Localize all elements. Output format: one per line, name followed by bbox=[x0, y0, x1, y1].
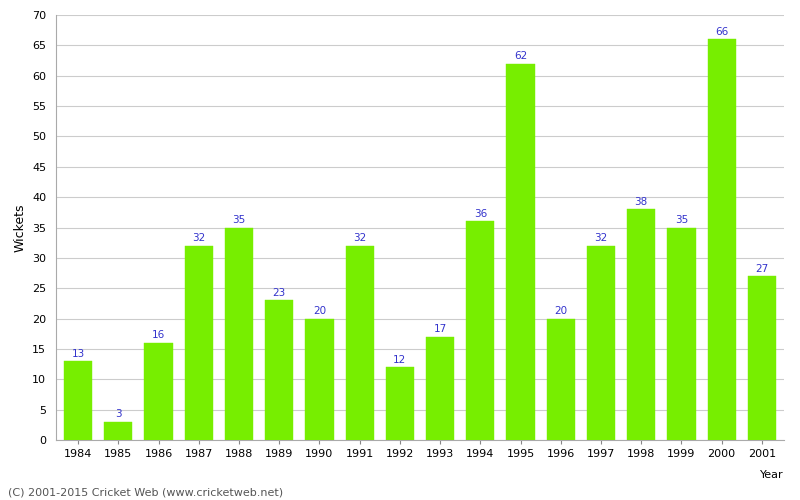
Bar bbox=[707, 40, 736, 440]
Text: 32: 32 bbox=[594, 234, 608, 243]
Bar bbox=[64, 361, 92, 440]
Text: 66: 66 bbox=[715, 27, 728, 37]
Text: 13: 13 bbox=[71, 348, 85, 358]
Text: Year: Year bbox=[760, 470, 784, 480]
Y-axis label: Wickets: Wickets bbox=[14, 203, 26, 252]
Bar bbox=[466, 222, 494, 440]
Bar bbox=[346, 246, 374, 440]
Text: 17: 17 bbox=[434, 324, 446, 334]
Text: 35: 35 bbox=[675, 215, 688, 225]
Text: 27: 27 bbox=[755, 264, 769, 274]
Text: 23: 23 bbox=[273, 288, 286, 298]
Text: (C) 2001-2015 Cricket Web (www.cricketweb.net): (C) 2001-2015 Cricket Web (www.cricketwe… bbox=[8, 488, 283, 498]
Bar bbox=[587, 246, 615, 440]
Text: 32: 32 bbox=[353, 234, 366, 243]
Bar bbox=[506, 64, 534, 440]
Bar bbox=[104, 422, 133, 440]
Bar bbox=[667, 228, 695, 440]
Text: 62: 62 bbox=[514, 51, 527, 61]
Bar bbox=[225, 228, 253, 440]
Text: 20: 20 bbox=[313, 306, 326, 316]
Bar bbox=[426, 337, 454, 440]
Bar bbox=[306, 318, 334, 440]
Bar bbox=[627, 210, 655, 440]
Text: 3: 3 bbox=[115, 410, 122, 420]
Text: 36: 36 bbox=[474, 209, 487, 219]
Text: 38: 38 bbox=[634, 197, 648, 207]
Text: 35: 35 bbox=[232, 215, 246, 225]
Bar bbox=[145, 343, 173, 440]
Bar bbox=[748, 276, 776, 440]
Bar bbox=[265, 300, 294, 440]
Bar bbox=[546, 318, 575, 440]
Text: 12: 12 bbox=[394, 354, 406, 364]
Text: 32: 32 bbox=[192, 234, 206, 243]
Text: 16: 16 bbox=[152, 330, 165, 340]
Bar bbox=[386, 367, 414, 440]
Bar bbox=[185, 246, 213, 440]
Text: 20: 20 bbox=[554, 306, 567, 316]
